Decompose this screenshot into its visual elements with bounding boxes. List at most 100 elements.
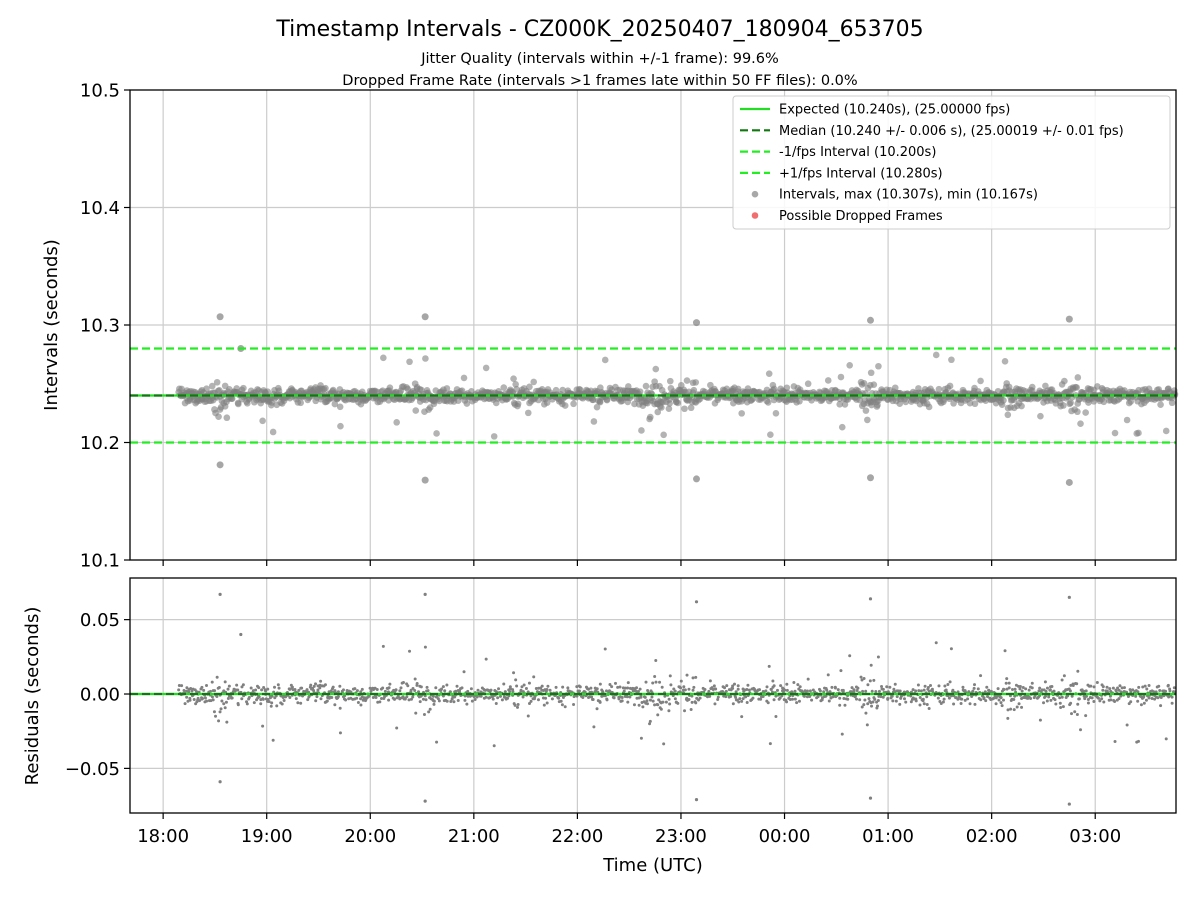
residual-point <box>185 686 189 690</box>
residual-point <box>560 703 564 707</box>
residual-point <box>843 703 847 707</box>
residual-point <box>909 700 913 704</box>
residual-point <box>418 700 422 704</box>
residual-point <box>306 698 310 702</box>
residual-point <box>463 698 467 702</box>
residual-point <box>660 685 664 689</box>
interval-point <box>1077 420 1084 428</box>
residual-point <box>502 682 506 686</box>
residual-point <box>1129 700 1133 704</box>
residual-point <box>399 686 403 690</box>
residual-point <box>534 686 538 690</box>
residual-point <box>918 696 922 700</box>
residual-point <box>870 689 874 693</box>
residual-point <box>336 695 340 699</box>
residual-point <box>1042 701 1046 705</box>
residual-point <box>714 687 718 691</box>
residual-point <box>855 688 859 692</box>
residual-point <box>793 689 797 693</box>
residual-point <box>435 740 439 744</box>
residual-point <box>751 696 755 700</box>
residual-point <box>685 673 689 677</box>
residual-point <box>818 689 822 693</box>
interval-point <box>1028 383 1036 391</box>
interval-point <box>966 399 974 407</box>
residual-point <box>687 698 691 702</box>
interval-point <box>948 356 955 364</box>
residual-point <box>440 687 444 691</box>
residual-point <box>277 686 281 690</box>
residual-point <box>192 698 196 702</box>
residual-point <box>417 690 421 694</box>
residual-point <box>656 713 660 717</box>
residual-point <box>973 702 977 706</box>
residual-point <box>904 700 908 704</box>
residual-point <box>1000 704 1004 708</box>
interval-point <box>796 397 803 405</box>
residual-point <box>323 683 327 687</box>
residual-point <box>516 702 520 706</box>
residual-point <box>1150 696 1154 700</box>
residual-point <box>694 675 698 679</box>
residual-point <box>682 685 686 689</box>
residual-point <box>519 688 523 692</box>
residual-outlier <box>218 592 222 596</box>
residual-point <box>1012 708 1016 712</box>
residual-point <box>736 687 740 691</box>
residual-point <box>668 674 672 678</box>
residual-point <box>1010 688 1014 692</box>
residual-point <box>1060 695 1064 699</box>
residual-point <box>707 689 711 693</box>
residual-outlier <box>694 600 699 604</box>
residual-point <box>1147 684 1151 688</box>
residual-point <box>497 687 501 691</box>
residual-point <box>659 707 663 711</box>
residual-point <box>338 684 342 688</box>
residual-point <box>1048 688 1052 692</box>
residual-point <box>394 688 398 692</box>
interval-point <box>932 351 940 359</box>
residual-point <box>785 682 789 686</box>
interval-point <box>589 396 597 404</box>
residual-point <box>1108 694 1112 698</box>
residual-point <box>934 641 938 645</box>
residual-point <box>387 686 391 690</box>
residual-point <box>1142 701 1146 705</box>
residual-point <box>1018 685 1022 689</box>
residual-point <box>220 699 224 703</box>
residual-point <box>740 699 744 703</box>
interval-point <box>642 382 650 390</box>
residual-point <box>196 696 200 700</box>
intervals-reference-lines <box>130 347 1176 444</box>
residual-point <box>881 687 885 691</box>
interval-point <box>1074 408 1081 416</box>
residual-point <box>1105 685 1109 689</box>
residual-point <box>1073 710 1077 714</box>
residual-point <box>930 687 934 691</box>
residual-point <box>398 689 402 693</box>
interval-point <box>838 423 846 431</box>
residual-point <box>805 689 809 693</box>
residual-point <box>893 682 897 686</box>
residual-point <box>780 694 784 698</box>
residual-point <box>825 688 829 692</box>
residual-point <box>1102 700 1106 704</box>
residual-point <box>422 713 426 717</box>
residual-point <box>1071 684 1075 688</box>
interval-point <box>514 400 522 408</box>
residual-point <box>454 689 458 693</box>
residual-point <box>1040 688 1044 692</box>
residual-point <box>267 700 271 704</box>
residual-point <box>426 689 430 693</box>
residual-point <box>648 698 652 702</box>
residual-point <box>514 678 518 682</box>
residual-point <box>885 685 889 689</box>
y-tick-label: 10.2 <box>80 433 120 454</box>
residual-point <box>411 686 415 690</box>
residual-point <box>1079 728 1083 732</box>
residual-point <box>462 670 466 674</box>
residual-point <box>405 695 409 699</box>
residual-point <box>1172 686 1176 690</box>
residual-point <box>725 684 729 688</box>
residual-point <box>879 694 883 698</box>
